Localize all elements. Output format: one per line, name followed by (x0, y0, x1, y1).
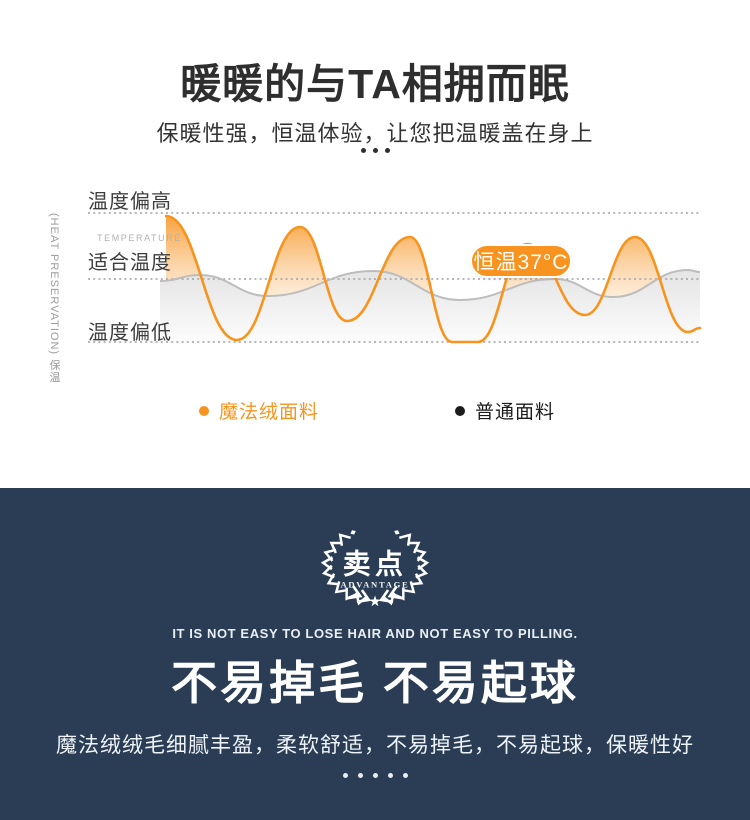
series-line-ordinary (159, 268, 701, 302)
page-subtitle: 保暖性强，恒温体验，让您把温暖盖在身上 (156, 121, 594, 146)
warmth-section: 暖暖的与TA相拥而眠 保暖性强，恒温体验，让您把温暖盖在身上 温度偏高 TEMP… (0, 61, 750, 424)
temperature-wave-svg (88, 212, 702, 344)
legend-dot-orange-icon (199, 405, 209, 416)
divider-dots-bottom-icon (0, 773, 750, 778)
selling-point-section: 卖点 ADVANTAGE IT IS NOT EASY TO LOSE HAIR… (0, 488, 750, 820)
star-icon (369, 595, 381, 607)
series-line-magic-velvet (164, 214, 702, 344)
selling-description: 魔法绒绒毛细腻丰盈，柔软舒适，不易掉毛，不易起球，保暖性好 (56, 734, 694, 757)
legend-label: 普通面料 (475, 402, 556, 423)
legend-item-magic-velvet: 魔法绒面料 (199, 397, 319, 424)
legend-label: 魔法绒面料 (219, 402, 320, 423)
wreath-title: 卖点 (343, 549, 407, 580)
advantage-wreath-icon: 卖点 ADVANTAGE (320, 530, 430, 607)
selling-headline: 不易掉毛 不易起球 (171, 657, 579, 709)
constant-temperature-badge: 恒温37°C (470, 244, 572, 278)
side-label-heat-preservation: (HEAT PRESERVATION) 保温 (48, 213, 60, 384)
legend-dot-black-icon (455, 405, 465, 416)
y-label-high: 温度偏高 (88, 191, 172, 213)
page-title: 暖暖的与TA相拥而眠 (180, 61, 570, 107)
wreath-subtitle: ADVANTAGE (341, 579, 410, 589)
y-label-low: 温度偏低 (88, 322, 172, 344)
legend-item-ordinary: 普通面料 (455, 397, 555, 424)
temperature-chart: 温度偏高 TEMPERATURE 适合温度 温度偏低 (HEAT PRESERV… (0, 180, 750, 384)
y-label-suitable: 适合温度 (88, 252, 172, 274)
y-label-temperature-en: TEMPERATURE (97, 233, 182, 243)
tagline-english: IT IS NOT EASY TO LOSE HAIR AND NOT EASY… (172, 626, 578, 641)
series-area-ordinary (160, 270, 700, 343)
divider-dots-icon (0, 148, 750, 153)
